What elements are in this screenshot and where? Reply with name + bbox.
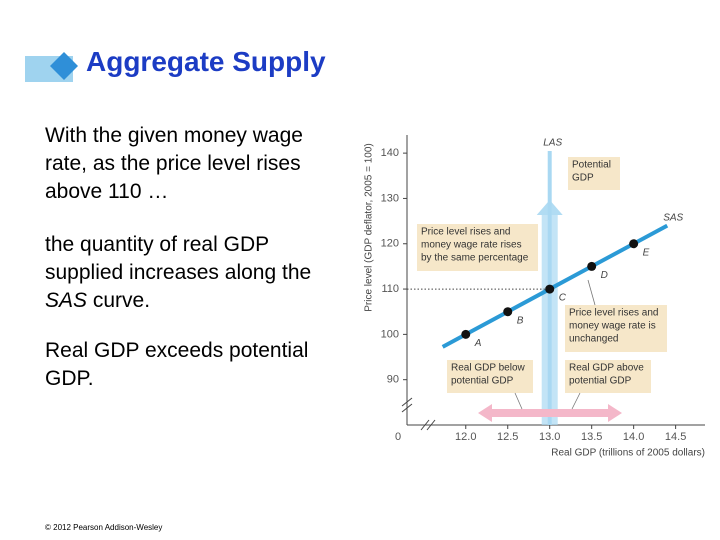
origin-label: 0: [395, 431, 401, 443]
annotation-box: [447, 360, 533, 393]
x-tick-label: 12.0: [455, 431, 476, 443]
annotation-text: Real GDP below: [451, 363, 526, 374]
paragraph: the quantity of real GDP supplied increa…: [45, 231, 320, 315]
point-label: E: [643, 247, 650, 258]
point-label: B: [517, 315, 524, 326]
slide-title: Aggregate Supply: [86, 46, 326, 77]
x-tick-label: 13.5: [581, 431, 602, 443]
annotation-box: [565, 360, 651, 393]
paragraph-text: SAS: [45, 289, 88, 312]
point-label: D: [601, 270, 608, 281]
gap-arrow-head: [608, 404, 622, 422]
paragraph: With the given money wage rate, as the p…: [45, 122, 320, 206]
data-point: [461, 329, 471, 339]
title-diamond: [50, 52, 78, 80]
point-label: C: [559, 293, 567, 304]
annotation-text: GDP: [572, 173, 594, 184]
y-axis-label: Price level (GDP deflator, 2005 = 100): [364, 143, 375, 312]
y-tick-label: 130: [381, 192, 399, 204]
annotation-text: unchanged: [569, 334, 619, 345]
x-tick-label: 13.0: [539, 431, 560, 443]
annotation-text: money wage rate is: [569, 321, 656, 332]
data-point: [587, 261, 597, 271]
x-tick-label: 14.0: [623, 431, 644, 443]
annotation-text: money wage rate rises: [421, 240, 522, 251]
annotation-text: Price level rises and: [569, 308, 658, 319]
data-point: [545, 284, 555, 294]
annotation-box: [417, 224, 538, 271]
x-axis-label: Real GDP (trillions of 2005 dollars): [551, 448, 705, 459]
paragraph-text: the quantity of real GDP supplied increa…: [45, 233, 312, 284]
y-tick-label: 110: [381, 283, 399, 295]
axis-break: [401, 397, 413, 407]
paragraph-text: Real GDP exceeds potential GDP.: [45, 339, 309, 390]
annotation-text: Price level rises and: [421, 227, 510, 238]
annotation-box: [565, 305, 667, 352]
paragraph: Real GDP exceeds potential GDP.: [45, 337, 320, 393]
y-tick-label: 100: [381, 328, 399, 340]
y-tick-label: 120: [381, 238, 399, 250]
y-tick-label: 90: [387, 374, 399, 386]
annotation-text: potential GDP: [569, 376, 632, 387]
annotation-text: Real GDP above: [569, 363, 644, 374]
data-point: [629, 239, 639, 249]
sas-extension: [632, 223, 669, 246]
series-label: SAS: [663, 212, 683, 223]
axis-break: [426, 419, 436, 431]
data-point: [503, 307, 513, 317]
y-tick-label: 140: [381, 147, 399, 159]
annotation-box: [568, 157, 620, 190]
footer: © 2012 Pearson Addison-Wesley: [45, 523, 163, 532]
las-label: LAS: [543, 138, 562, 149]
annotation-text: Potential: [572, 160, 611, 171]
las-arrow-shaft: [541, 215, 558, 425]
axis-break: [420, 419, 430, 431]
point-label: A: [474, 338, 482, 349]
x-tick-label: 14.5: [665, 431, 686, 443]
annotation-text: by the same percentage: [421, 253, 529, 264]
x-tick-label: 12.5: [497, 431, 518, 443]
callout-line: [514, 392, 523, 410]
paragraph-text: With the given money wage rate, as the p…: [45, 124, 303, 203]
gap-arrow-head: [478, 404, 492, 422]
gap-arrow-shaft: [490, 409, 610, 417]
callout-line: [571, 392, 581, 410]
paragraph-text: curve.: [87, 289, 151, 312]
annotation-text: potential GDP: [451, 376, 514, 387]
callout-line: [587, 279, 596, 306]
axis-break: [401, 403, 413, 413]
las-arrow-head: [536, 200, 563, 215]
